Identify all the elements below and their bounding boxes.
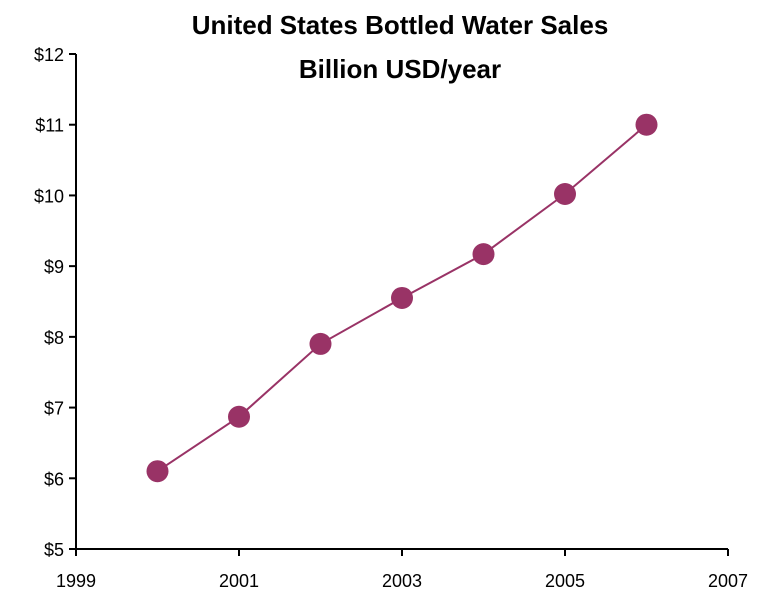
x-tick-label: 2005 <box>545 571 585 591</box>
y-tick-label: $12 <box>34 45 64 65</box>
y-axis-ticks: $5 $6 $7 $8 $9 $10 $11 $12 <box>34 45 76 560</box>
y-tick-label: $10 <box>34 186 64 206</box>
data-point <box>554 183 576 206</box>
data-point <box>228 405 250 428</box>
x-tick-label: 1999 <box>56 571 96 591</box>
y-tick-label: $8 <box>44 328 64 348</box>
x-tick-label: 2001 <box>219 571 259 591</box>
chart-title-line-1: United States Bottled Water Sales <box>192 10 609 40</box>
chart-title-line-2: Billion USD/year <box>299 54 501 84</box>
data-point <box>635 113 658 136</box>
y-tick-label: $11 <box>35 116 64 136</box>
x-tick-label: 2007 <box>708 571 748 591</box>
plot-area <box>146 113 658 483</box>
y-tick-label: $6 <box>44 469 64 489</box>
x-axis-ticks: 1999 2001 2003 2005 2007 <box>56 549 748 591</box>
data-point <box>146 460 169 483</box>
data-point <box>472 243 495 266</box>
y-tick-label: $5 <box>44 540 64 560</box>
x-tick-label: 2003 <box>382 571 422 591</box>
data-point <box>309 332 332 355</box>
y-tick-label: $9 <box>44 257 64 277</box>
y-tick-label: $7 <box>44 399 64 419</box>
data-point <box>391 286 413 309</box>
